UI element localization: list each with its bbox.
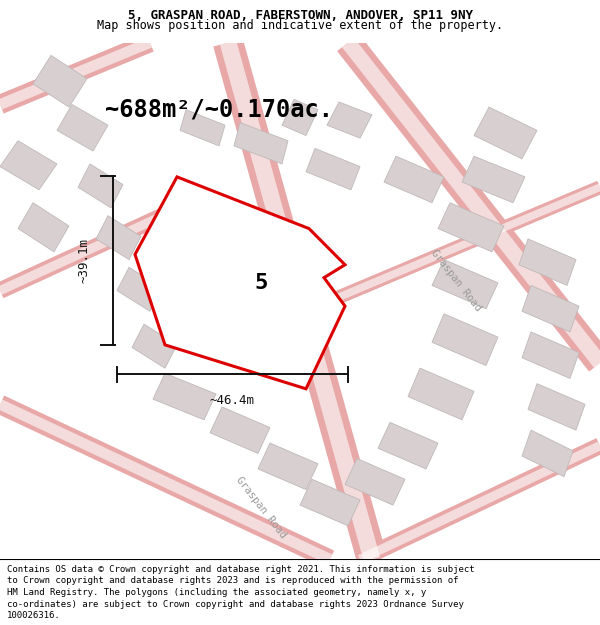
Polygon shape [300,479,360,526]
Polygon shape [432,314,498,366]
Text: Graspan Road: Graspan Road [234,475,288,541]
Polygon shape [132,324,177,368]
Polygon shape [345,459,405,505]
Text: co-ordinates) are subject to Crown copyright and database rights 2023 Ordnance S: co-ordinates) are subject to Crown copyr… [7,599,464,609]
Polygon shape [474,107,537,159]
Polygon shape [462,156,525,202]
Text: ~688m²/~0.170ac.: ~688m²/~0.170ac. [105,98,333,122]
Polygon shape [57,104,108,151]
Text: ~46.4m: ~46.4m [210,394,255,407]
Text: 5, GRASPAN ROAD, FABERSTOWN, ANDOVER, SP11 9NY: 5, GRASPAN ROAD, FABERSTOWN, ANDOVER, SP… [128,9,473,22]
Polygon shape [153,373,216,420]
Polygon shape [522,430,573,477]
Polygon shape [327,102,372,138]
Polygon shape [78,164,123,208]
Polygon shape [18,202,69,252]
Text: to Crown copyright and database rights 2023 and is reproduced with the permissio: to Crown copyright and database rights 2… [7,576,459,585]
Polygon shape [234,122,288,164]
Text: Contains OS data © Crown copyright and database right 2021. This information is : Contains OS data © Crown copyright and d… [7,564,475,574]
Polygon shape [210,407,270,453]
Text: Graspan Road: Graspan Road [429,248,483,313]
Polygon shape [282,99,318,136]
Polygon shape [522,332,579,379]
Polygon shape [432,259,498,309]
Polygon shape [117,268,162,311]
Polygon shape [378,422,438,469]
Polygon shape [384,156,444,202]
Text: 100026316.: 100026316. [7,611,61,621]
Polygon shape [135,177,345,389]
Polygon shape [258,443,318,489]
Polygon shape [33,56,87,107]
Text: 5: 5 [254,273,268,293]
Polygon shape [0,141,57,190]
Text: ~39.1m: ~39.1m [77,238,91,283]
Text: HM Land Registry. The polygons (including the associated geometry, namely x, y: HM Land Registry. The polygons (includin… [7,588,427,597]
Polygon shape [96,216,141,259]
Polygon shape [438,202,504,252]
Polygon shape [306,149,360,190]
Polygon shape [180,110,225,146]
Polygon shape [528,384,585,430]
Polygon shape [519,239,576,286]
Polygon shape [408,368,474,420]
Text: Map shows position and indicative extent of the property.: Map shows position and indicative extent… [97,19,503,32]
Polygon shape [522,286,579,332]
